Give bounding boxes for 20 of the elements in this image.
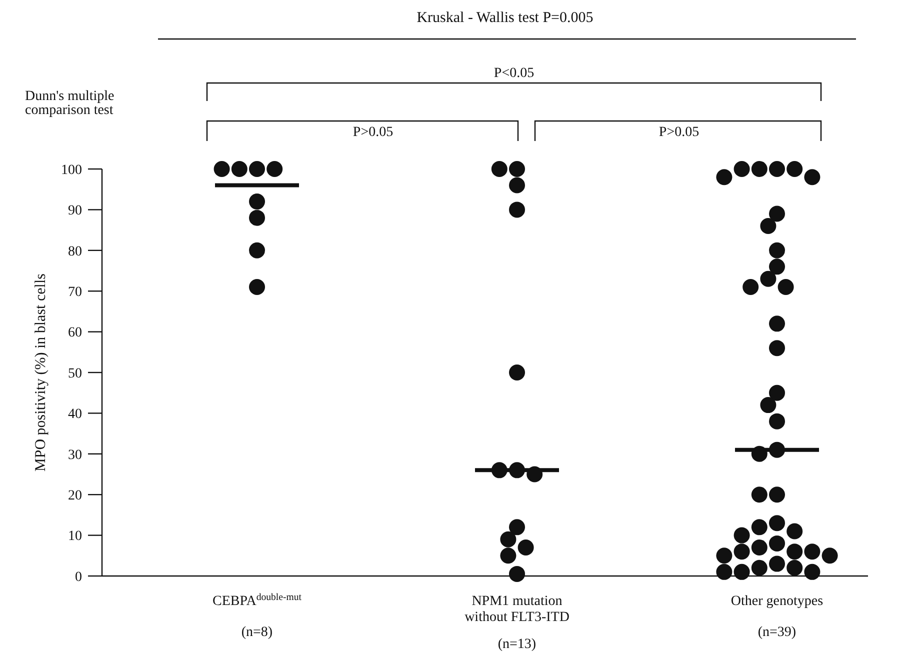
x-tick-label: Other genotypes (n=39) — [730, 594, 824, 640]
category-label: CEBPA$^{double-mut}$ (n=8) — [212, 592, 302, 640]
text: P>0.05 — [658, 125, 700, 140]
text: Dunn's multiple comparison test — [25, 89, 114, 118]
y-axis-title: MPO positivity (%) in blast cells — [33, 273, 49, 472]
text: P>0.05 — [352, 125, 394, 140]
chart-title: Kruskal - Wallis test P=0.005 — [416, 10, 594, 26]
y-tick-label: 40 — [68, 407, 82, 422]
y-tick-label: 10 — [68, 529, 82, 544]
y-tick-label: 0 — [75, 570, 82, 585]
y-tick-label: 80 — [68, 244, 82, 260]
y-tick-label: 20 — [68, 488, 82, 504]
y-tick-label: 50 — [68, 366, 82, 382]
y-tick-label: 30 — [68, 448, 82, 463]
y-tick-label: 90 — [68, 204, 82, 219]
y-tick-label: 70 — [68, 285, 82, 300]
y-tick-label: 100 — [61, 162, 82, 178]
x-tick-label: NPM1 mutation without FLT3-ITD (n=13) — [464, 594, 570, 652]
y-tick-label: 60 — [68, 326, 82, 341]
text: P<0.05 — [494, 66, 534, 81]
